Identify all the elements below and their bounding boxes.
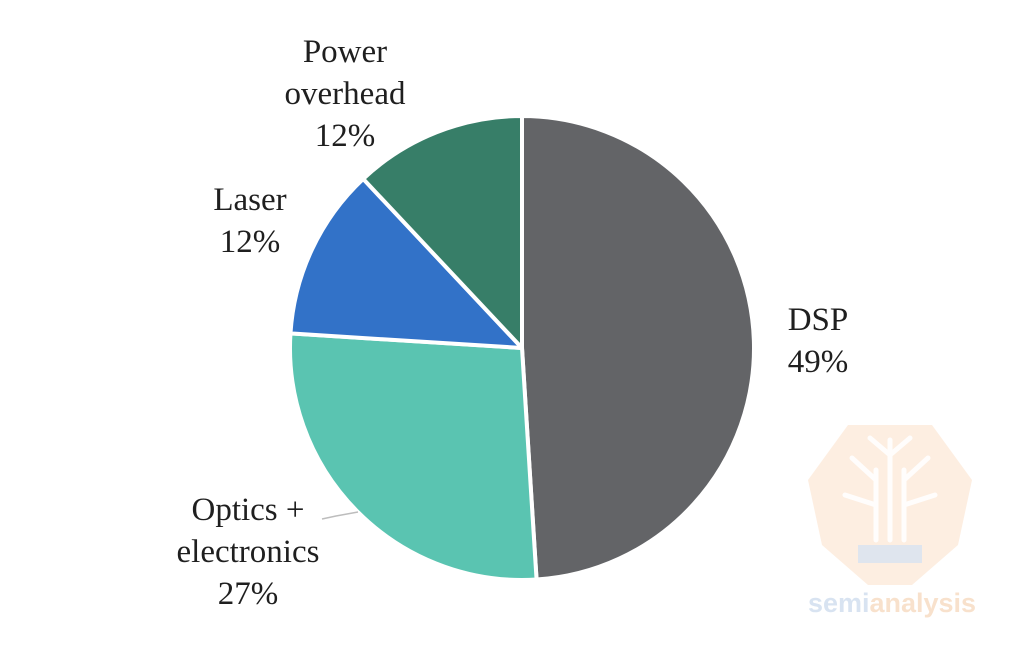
pie-slice-0 <box>520 114 756 582</box>
slice-label-line: DSP <box>788 302 849 338</box>
slice-label-line: overhead <box>285 76 406 112</box>
watermark-text-semi: semi <box>808 588 870 618</box>
pie-slice-1 <box>288 331 539 582</box>
pie-slice-3 <box>361 114 524 350</box>
slice-label-line: Laser <box>213 182 286 218</box>
svg-text:semianalysis: semianalysis <box>808 588 976 618</box>
watermark: semianalysis <box>808 425 976 618</box>
slice-percent-label: 27% <box>218 576 279 612</box>
leader-line-optics <box>321 511 359 520</box>
slice-label-line: electronics <box>177 534 320 570</box>
slice-label-line: Power <box>303 34 387 70</box>
watermark-text-analysis: analysis <box>869 588 976 618</box>
slice-label-line: Optics + <box>191 492 304 528</box>
slice-label-2: Laser 12% <box>213 182 286 260</box>
slice-percent-label: 12% <box>315 118 376 154</box>
slice-label-1: Optics + electronics 27% <box>177 492 320 612</box>
slice-percent-label: 49% <box>788 344 849 380</box>
slice-label-3: Power overhead 12% <box>285 34 406 154</box>
slice-percent-label: 12% <box>220 224 281 260</box>
pie-slice-2 <box>288 176 524 350</box>
slice-label-0: DSP 49% <box>788 302 849 380</box>
slices-layer <box>288 114 756 582</box>
tree-circuit-logo-icon <box>808 425 972 585</box>
labels-layer: DSP 49%Optics + electronics 27%Laser 12%Powe… <box>177 34 849 612</box>
